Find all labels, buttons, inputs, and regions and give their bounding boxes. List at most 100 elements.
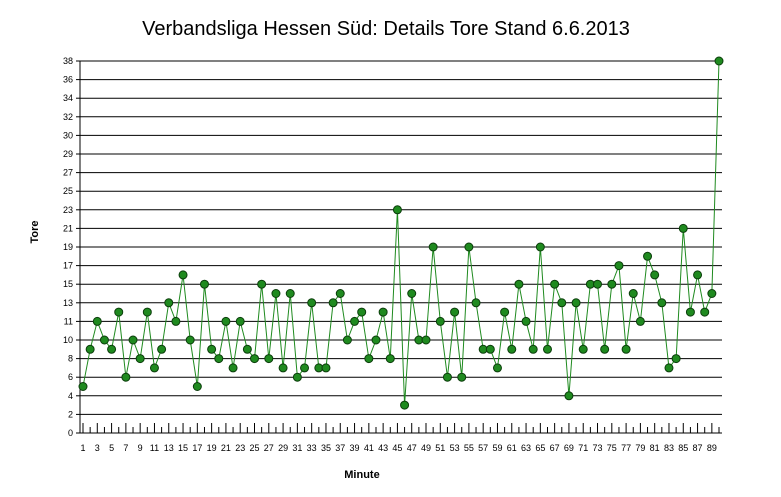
x-tick-label: 69 <box>564 443 574 453</box>
y-tick-labels: 0 2 4 6 8 10 11 13 15 17 19 21 23 25 27 29 30 32 34 36 38 <box>63 56 73 438</box>
data-point <box>407 289 417 298</box>
data-point <box>557 298 567 308</box>
data-point <box>135 354 145 364</box>
data-point <box>678 223 688 233</box>
data-point <box>485 344 495 354</box>
data-point <box>171 316 181 326</box>
data-point <box>542 344 552 354</box>
y-axis-label: Tore <box>29 220 41 243</box>
y-tick-label: 17 <box>63 261 73 271</box>
x-tick-label: 55 <box>464 443 474 453</box>
y-tick-label: 11 <box>64 316 73 326</box>
x-axis-label: Minute <box>344 469 379 481</box>
data-point <box>643 251 653 261</box>
x-tick-label: 7 <box>123 443 128 453</box>
x-tick-label: 89 <box>707 443 717 453</box>
data-point <box>250 354 260 364</box>
y-tick-label: 29 <box>63 149 73 159</box>
data-point <box>157 344 167 354</box>
data-point <box>628 289 638 298</box>
x-tick-label: 77 <box>621 443 631 453</box>
x-tick-label: 33 <box>307 443 317 453</box>
y-tick-label: 6 <box>68 372 73 382</box>
data-point <box>700 307 710 317</box>
data-point <box>142 307 152 317</box>
x-tick-label: 35 <box>321 443 331 453</box>
x-tick-label: 31 <box>292 443 302 453</box>
data-point <box>564 391 574 401</box>
x-tick-labels: 1 3 5 7 9 11 13 15 17 19 21 23 25 27 29 31 33 35 37 39 41 43 4… <box>80 443 716 453</box>
x-tick-label: 21 <box>221 443 231 453</box>
y-tick-label: 25 <box>63 186 73 196</box>
data-point <box>550 279 560 289</box>
data-point <box>207 344 217 354</box>
data-point <box>671 354 681 364</box>
data-point <box>464 242 474 252</box>
data-point <box>507 344 517 354</box>
data-point <box>292 372 302 382</box>
x-tick-label: 5 <box>109 443 114 453</box>
data-point <box>578 344 588 354</box>
x-tick-label: 23 <box>235 443 245 453</box>
x-tick-label: 73 <box>593 443 603 453</box>
x-tick-label: 3 <box>95 443 100 453</box>
data-point <box>571 298 581 308</box>
data-point <box>600 344 610 354</box>
data-point <box>528 344 538 354</box>
chart-title: Verbandsliga Hessen Süd: Details Tore St… <box>142 18 630 40</box>
x-tick-label: 15 <box>178 443 188 453</box>
series-line <box>82 60 720 406</box>
data-point <box>121 372 131 382</box>
data-point <box>450 307 460 317</box>
data-point <box>321 363 331 373</box>
data-point <box>149 363 159 373</box>
data-point <box>400 400 410 410</box>
data-point <box>657 298 667 308</box>
y-tick-label: 32 <box>63 112 73 122</box>
x-tick-label: 87 <box>693 443 703 453</box>
data-point <box>235 316 245 326</box>
y-tick-label: 30 <box>63 130 73 140</box>
x-tick-label: 61 <box>507 443 517 453</box>
y-tick-label: 21 <box>63 223 73 233</box>
data-point <box>435 316 445 326</box>
x-tick-label: 85 <box>678 443 688 453</box>
data-point <box>621 344 631 354</box>
data-point <box>92 316 102 326</box>
x-tick-label: 51 <box>435 443 445 453</box>
data-point <box>693 270 703 280</box>
data-point <box>535 242 545 252</box>
y-tick-label: 23 <box>63 205 73 215</box>
data-point <box>300 363 310 373</box>
x-tick-label: 41 <box>364 443 374 453</box>
x-tick-label: 71 <box>578 443 588 453</box>
data-point <box>378 307 388 317</box>
y-tick-label: 8 <box>68 354 73 364</box>
data-point <box>307 298 317 308</box>
x-tick-label: 39 <box>350 443 360 453</box>
y-tick-label: 10 <box>63 335 73 345</box>
data-point <box>364 354 374 364</box>
data-point <box>521 316 531 326</box>
data-point <box>514 279 524 289</box>
data-point <box>78 382 88 391</box>
x-tick-label: 67 <box>550 443 560 453</box>
grid-lines <box>80 60 722 415</box>
data-point <box>392 205 402 215</box>
data-point <box>242 344 252 354</box>
data-point <box>607 279 617 289</box>
x-tick-label: 11 <box>150 443 159 453</box>
data-point <box>285 289 295 298</box>
x-tick-label: 1 <box>80 443 85 453</box>
data-point <box>257 279 267 289</box>
data-point <box>128 335 138 345</box>
y-tick-label: 38 <box>63 56 73 66</box>
data-point <box>107 344 117 354</box>
data-point <box>350 316 360 326</box>
data-point <box>228 363 238 373</box>
data-point <box>457 372 467 382</box>
data-point <box>85 344 95 354</box>
x-tick-label: 45 <box>392 443 402 453</box>
